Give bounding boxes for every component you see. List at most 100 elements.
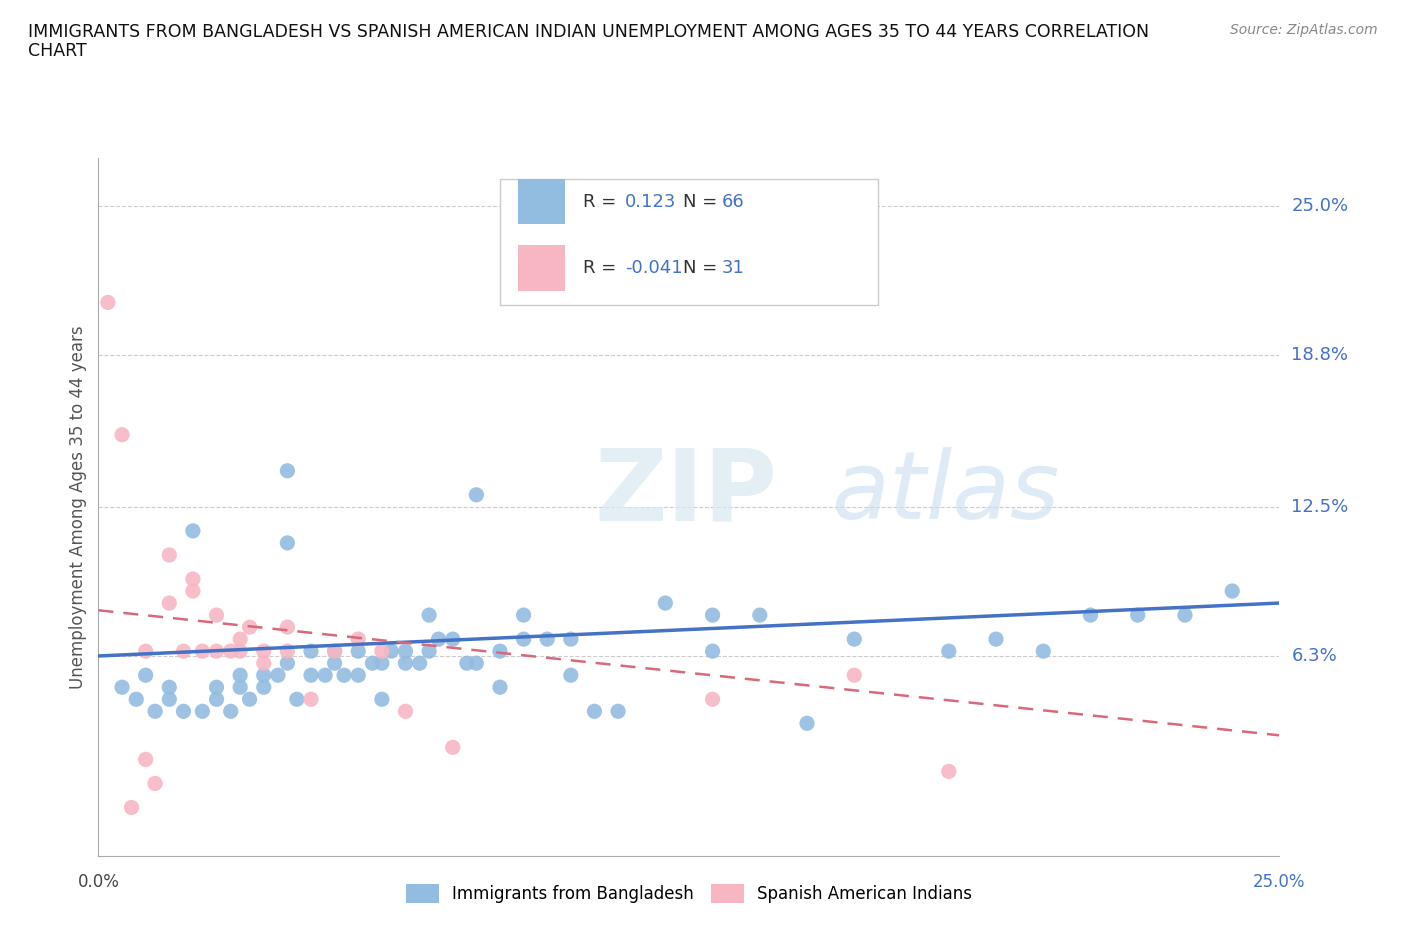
Text: IMMIGRANTS FROM BANGLADESH VS SPANISH AMERICAN INDIAN UNEMPLOYMENT AMONG AGES 35: IMMIGRANTS FROM BANGLADESH VS SPANISH AM… (28, 23, 1149, 41)
Text: 6.3%: 6.3% (1291, 647, 1337, 665)
Point (748, 607, 770, 622)
Point (205, 692, 228, 707)
Point (239, 619, 262, 634)
Point (253, 668, 276, 683)
Text: ZIP: ZIP (595, 445, 778, 541)
Point (276, 619, 298, 634)
Y-axis label: Unemployment Among Ages 35 to 44 years: Unemployment Among Ages 35 to 44 years (69, 326, 87, 688)
Text: 12.5%: 12.5% (1291, 498, 1348, 516)
Point (512, 607, 534, 622)
Point (205, 680, 228, 695)
Point (1174, 607, 1197, 622)
Point (371, 644, 394, 658)
Point (267, 668, 290, 683)
Point (583, 704, 606, 719)
Point (229, 631, 252, 646)
Text: 0.0%: 0.0% (77, 873, 120, 891)
Text: R =: R = (582, 193, 621, 211)
Point (181, 524, 204, 538)
Point (285, 692, 308, 707)
FancyBboxPatch shape (501, 179, 877, 305)
Point (314, 668, 336, 683)
Point (276, 536, 298, 551)
Point (465, 487, 488, 502)
Point (125, 692, 148, 707)
Point (394, 656, 416, 671)
Text: 31: 31 (723, 259, 745, 277)
Point (191, 704, 214, 719)
Point (157, 595, 180, 610)
Point (253, 644, 276, 658)
Bar (517, 246, 565, 290)
Point (371, 656, 394, 671)
Point (299, 644, 322, 658)
Text: atlas: atlas (831, 447, 1059, 538)
Point (1220, 584, 1243, 599)
Point (253, 656, 276, 671)
Legend: Immigrants from Bangladesh, Spanish American Indians: Immigrants from Bangladesh, Spanish Amer… (399, 878, 979, 910)
Point (456, 656, 478, 671)
Point (205, 644, 228, 658)
Point (323, 644, 346, 658)
Point (408, 656, 430, 671)
Point (654, 595, 676, 610)
Point (560, 668, 582, 683)
Point (333, 668, 356, 683)
Point (135, 752, 157, 767)
Point (489, 680, 512, 695)
Point (219, 644, 242, 658)
Point (1126, 607, 1149, 622)
Point (276, 656, 298, 671)
Point (299, 692, 322, 707)
Point (418, 607, 440, 622)
Point (844, 668, 866, 683)
Point (299, 668, 322, 683)
Point (205, 607, 228, 622)
Point (347, 631, 370, 646)
Text: R =: R = (582, 259, 621, 277)
Point (323, 644, 346, 658)
Point (394, 704, 416, 719)
Point (938, 644, 960, 658)
Point (512, 631, 534, 646)
Point (347, 644, 370, 658)
Point (157, 548, 180, 563)
Text: 25.0%: 25.0% (1291, 197, 1348, 215)
Point (347, 668, 370, 683)
Point (172, 704, 194, 719)
Point (844, 631, 866, 646)
Point (702, 692, 724, 707)
Point (172, 644, 194, 658)
Text: 0.123: 0.123 (626, 193, 676, 211)
Point (441, 740, 464, 755)
Text: CHART: CHART (28, 42, 87, 60)
Text: N =: N = (683, 259, 723, 277)
Point (560, 631, 582, 646)
Point (276, 644, 298, 658)
Point (253, 680, 276, 695)
Text: 66: 66 (723, 193, 745, 211)
Point (219, 704, 242, 719)
Point (157, 680, 180, 695)
Point (276, 463, 298, 478)
Point (323, 656, 346, 671)
Point (111, 427, 134, 442)
Point (489, 644, 512, 658)
Point (143, 776, 166, 790)
Point (135, 644, 157, 658)
Point (229, 668, 252, 683)
Point (984, 631, 1007, 646)
Point (371, 692, 394, 707)
Point (796, 716, 818, 731)
Point (97, 295, 120, 310)
Point (1032, 644, 1054, 658)
Point (111, 680, 134, 695)
Point (465, 656, 488, 671)
Point (157, 692, 180, 707)
Point (181, 572, 204, 587)
Point (135, 668, 157, 683)
Bar (517, 179, 565, 224)
Point (702, 607, 724, 622)
Point (143, 704, 166, 719)
Text: -0.041: -0.041 (626, 259, 683, 277)
